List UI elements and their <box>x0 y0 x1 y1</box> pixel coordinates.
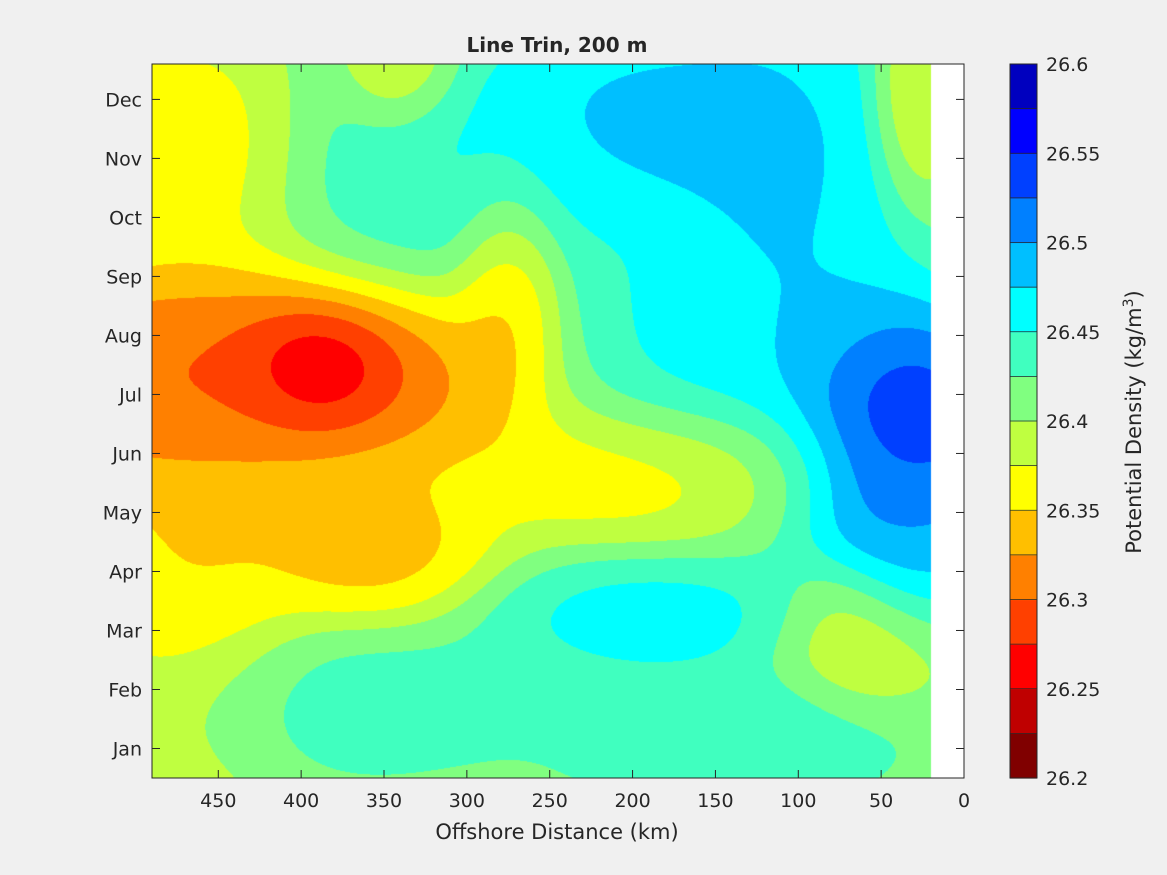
y-tick-label: Nov <box>105 148 142 170</box>
colorbar-tick-label: 26.4 <box>1046 411 1088 433</box>
chart-title: Line Trin, 200 m <box>467 33 648 57</box>
colorbar-label-end: ) <box>1122 290 1146 298</box>
y-tick-label: Feb <box>108 679 142 701</box>
colorbar-band <box>1010 421 1037 467</box>
x-tick-label: 200 <box>614 790 650 812</box>
colorbar-tick-label: 26.6 <box>1046 54 1088 76</box>
colorbar-band <box>1010 644 1037 690</box>
y-tick-label: Jul <box>118 384 142 406</box>
colorbar-tick-label: 26.3 <box>1046 590 1088 612</box>
density-contour-fill <box>152 64 964 778</box>
x-tick-label: 0 <box>958 790 970 812</box>
y-tick-label: Apr <box>109 561 142 583</box>
colorbar-band <box>1010 554 1037 601</box>
colorbar-band <box>1010 510 1037 556</box>
x-tick-label: 250 <box>532 790 568 812</box>
colorbar-label: Potential Density (kg/m3) <box>1121 290 1146 554</box>
colorbar-tick-label: 26.35 <box>1046 500 1100 522</box>
colorbar-tick-label: 26.25 <box>1046 679 1100 701</box>
colorbar-band <box>1010 197 1037 244</box>
colorbar-band <box>1010 64 1037 110</box>
colorbar-label-main: Potential Density (kg/m <box>1122 307 1146 553</box>
x-tick-label: 50 <box>869 790 893 812</box>
colorbar-frame <box>1009 63 1038 779</box>
colorbar-band <box>1010 599 1037 645</box>
plot-frame <box>151 63 965 779</box>
x-tick-label: 300 <box>449 790 485 812</box>
colorbar-band <box>1010 242 1037 288</box>
x-tick-label: 400 <box>283 790 319 812</box>
y-tick-label: May <box>103 502 142 524</box>
x-tick-label: 350 <box>366 790 402 812</box>
colorbar-band <box>1010 108 1037 154</box>
y-tick-label: Aug <box>105 325 142 347</box>
y-tick-label: Jun <box>111 443 142 465</box>
colorbar-tick-label: 26.45 <box>1046 322 1100 344</box>
colorbar-label-superscript: 3 <box>1121 298 1137 307</box>
colorbar-band <box>1010 287 1037 333</box>
y-tick-label: Mar <box>106 620 142 642</box>
colorbar-band <box>1010 331 1037 377</box>
colorbar-band <box>1010 376 1037 422</box>
colorbar-tick-label: 26.55 <box>1046 143 1100 165</box>
colorbar-band <box>1010 688 1037 734</box>
x-tick-label: 450 <box>200 790 236 812</box>
colorbar-tick-label: 26.5 <box>1046 233 1088 255</box>
colorbar-band <box>1010 153 1037 199</box>
y-tick-label: Oct <box>109 207 142 229</box>
y-tick-label: Dec <box>105 89 142 111</box>
x-tick-label: 100 <box>780 790 816 812</box>
colorbar-tick-label: 26.2 <box>1046 768 1088 790</box>
colorbar-band <box>1010 733 1037 779</box>
y-tick-label: Jan <box>112 738 142 760</box>
x-tick-label: 150 <box>697 790 733 812</box>
y-tick-label: Sep <box>106 266 142 288</box>
colorbar-band <box>1010 465 1037 511</box>
x-axis-label: Offshore Distance (km) <box>435 820 678 844</box>
colorbar: 26.6 26.55 26.5 26.45 26.4 26.35 26.3 26.25 26.2 <box>1009 54 1100 790</box>
